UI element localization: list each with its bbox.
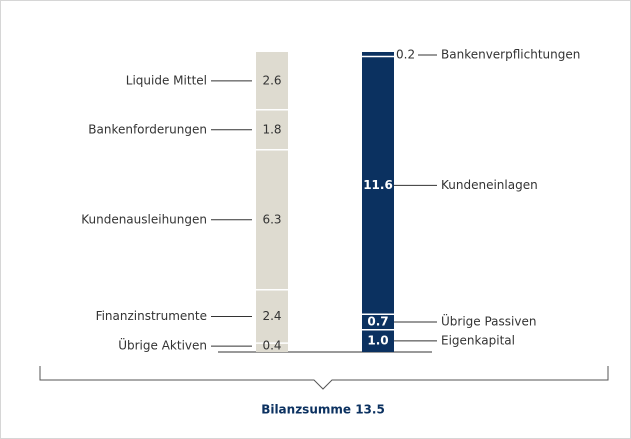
bar-segment: [256, 109, 288, 150]
value-label: 0.7: [367, 315, 388, 329]
bar-segment: [256, 149, 288, 290]
segment-name: Kundeneinlagen: [441, 178, 538, 192]
value-label: 6.3: [262, 212, 281, 226]
segment-name: Liquide Mittel: [126, 73, 207, 87]
bar-segment: [256, 289, 288, 344]
segment-name: Übrige Aktiven: [118, 337, 207, 353]
segment-name: Finanzinstrumente: [96, 309, 207, 323]
total-bracket: [39, 366, 609, 390]
segment-name: Eigenkapital: [441, 333, 515, 347]
bar-segment: [362, 56, 394, 315]
bar-segment: [256, 52, 288, 110]
value-label: 0.4: [262, 339, 281, 353]
bar-segment: [256, 343, 288, 352]
bar-segment: [362, 52, 394, 57]
segment-name: Bankenverpflichtungen: [441, 48, 580, 62]
segment-name: Kundenausleihungen: [81, 212, 207, 226]
value-label: 1.8: [262, 122, 281, 136]
value-label: 1.0: [367, 333, 388, 347]
value-label: 2.6: [262, 73, 281, 87]
total-label: Bilanzsumme 13.5: [261, 403, 385, 417]
segment-name: Übrige Passiven: [441, 313, 536, 329]
value-label: 0.2: [396, 48, 415, 62]
bar-segment: [362, 314, 394, 330]
bar-segment: [362, 329, 394, 352]
value-label: 11.6: [363, 178, 393, 192]
segment-name: Bankenforderungen: [88, 122, 207, 136]
value-label: 2.4: [262, 309, 281, 323]
